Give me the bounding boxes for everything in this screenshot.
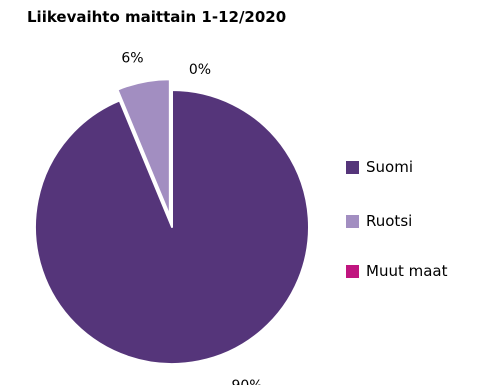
pie-slice-suomi: [34, 89, 310, 365]
legend-swatch-suomi: [346, 160, 359, 174]
legend-item-suomi: Suomi: [346, 158, 413, 176]
chart-title: Liikevaihto maittain 1-12/2020: [27, 8, 287, 26]
data-label-suomi: 90%: [231, 378, 262, 385]
legend-item-muut-maat: Muut maat: [346, 262, 447, 280]
data-label-muut-maat: 0%: [189, 62, 211, 78]
pie-slice-ruotsi: [116, 78, 171, 218]
legend-label-muut-maat: Muut maat: [366, 262, 448, 280]
legend-label-ruotsi: Ruotsi: [366, 212, 413, 230]
legend-label-suomi: Suomi: [366, 158, 413, 176]
data-label-ruotsi: 6%: [121, 50, 143, 66]
legend-swatch-muut-maat: [346, 264, 359, 278]
legend-item-ruotsi: Ruotsi: [346, 212, 412, 230]
legend-swatch-ruotsi: [346, 214, 359, 228]
